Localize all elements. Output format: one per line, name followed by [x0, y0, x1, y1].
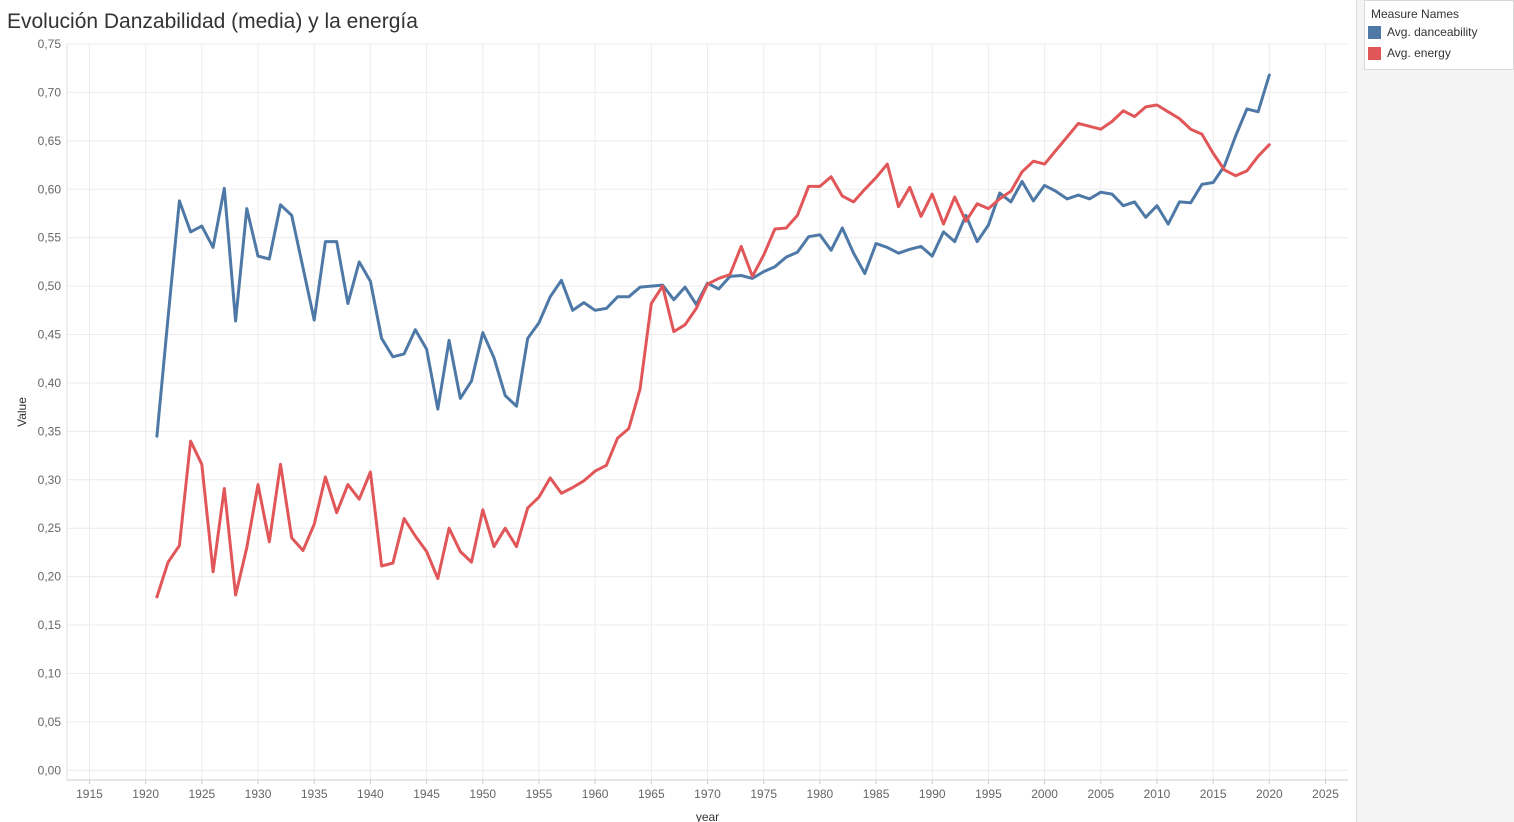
legend-item-danceability[interactable]: Avg. danceability [1365, 22, 1513, 42]
legend: Measure Names Avg. danceability Avg. ene… [1364, 0, 1514, 70]
x-tick-label: 1930 [245, 787, 272, 801]
y-tick-label: 0,20 [38, 570, 62, 584]
x-tick-label: 1975 [750, 787, 777, 801]
y-axis-title: Value [15, 397, 29, 427]
y-tick-label: 0,35 [38, 424, 62, 438]
x-tick-label: 1925 [188, 787, 215, 801]
x-tick-label: 1965 [638, 787, 665, 801]
legend-title: Measure Names [1371, 7, 1460, 21]
y-tick-label: 0,50 [38, 279, 62, 293]
legend-swatch-energy [1368, 46, 1381, 60]
y-tick-label: 0,10 [38, 666, 62, 680]
legend-item-energy[interactable]: Avg. energy [1365, 43, 1513, 63]
x-tick-label: 2025 [1312, 787, 1339, 801]
x-axis-ticks: 1915 1920 1925 1930 1935 1940 1945 1950 1955 1960… [67, 779, 1348, 801]
x-tick-label: 2000 [1031, 787, 1058, 801]
x-tick-label: 2010 [1144, 787, 1171, 801]
x-tick-label: 1950 [469, 787, 496, 801]
y-tick-label: 0,70 [38, 85, 62, 99]
y-tick-label: 0,65 [38, 134, 62, 148]
y-tick-label: 0,30 [38, 473, 62, 487]
x-tick-label: 1995 [975, 787, 1002, 801]
x-tick-label: 1970 [694, 787, 721, 801]
y-tick-label: 0,15 [38, 618, 62, 632]
x-tick-label: 2020 [1256, 787, 1283, 801]
x-tick-label: 1945 [413, 787, 440, 801]
x-tick-label: 1985 [863, 787, 890, 801]
x-tick-label: 2005 [1087, 787, 1114, 801]
x-tick-label: 1955 [526, 787, 553, 801]
y-tick-label: 0,25 [38, 521, 62, 535]
x-tick-label: 1915 [76, 787, 103, 801]
chart-title: Evolución Danzabilidad (media) y la ener… [7, 10, 418, 33]
y-tick-label: 0,00 [38, 763, 62, 777]
series-line-energy[interactable] [155, 103, 1271, 599]
x-tick-label: 1940 [357, 787, 384, 801]
x-tick-label: 1980 [807, 787, 834, 801]
y-tick-label: 0,60 [38, 182, 62, 196]
y-tick-label: 0,40 [38, 376, 62, 390]
y-tick-label: 0,55 [38, 231, 62, 245]
line-chart: 0,00 0,05 0,10 0,15 0,20 0,25 0,30 0,35 0,40 0,45… [15, 37, 1348, 822]
y-tick-label: 0,05 [38, 715, 62, 729]
legend-label-energy: Avg. energy [1387, 46, 1451, 60]
side-panel [1356, 0, 1514, 822]
legend-swatch-danceability [1368, 25, 1381, 39]
x-tick-label: 1920 [132, 787, 159, 801]
y-tick-label: 0,45 [38, 328, 62, 342]
y-tick-label: 0,75 [38, 37, 62, 51]
x-tick-label: 1990 [919, 787, 946, 801]
legend-label-danceability: Avg. danceability [1387, 25, 1478, 39]
x-axis-title: year [696, 810, 719, 822]
grid-lines [67, 43, 1348, 780]
series-line-danceability[interactable] [155, 73, 1271, 438]
x-tick-label: 1960 [582, 787, 609, 801]
series-lines [155, 73, 1271, 599]
x-tick-label: 1935 [301, 787, 328, 801]
x-tick-label: 2015 [1200, 787, 1227, 801]
y-axis-ticks: 0,00 0,05 0,10 0,15 0,20 0,25 0,30 0,35 0,40 0,45… [38, 37, 68, 780]
